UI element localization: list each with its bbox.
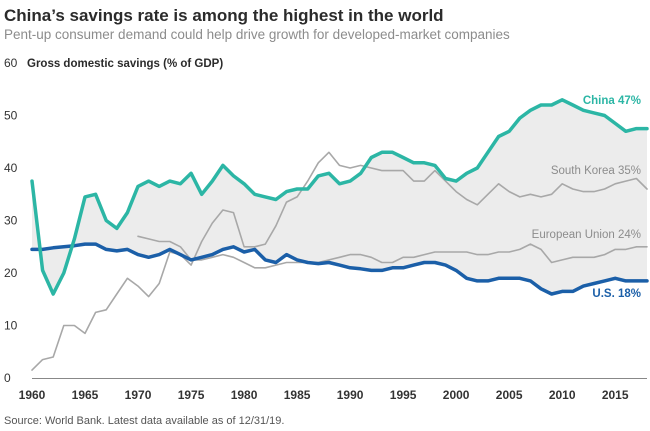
y-tick-label: 30: [4, 214, 18, 228]
series-label-european-union: European Union 24%: [532, 229, 641, 241]
series-line-south-korea: [31, 151, 648, 371]
chart-title: China’s savings rate is among the highes…: [4, 6, 444, 25]
x-tick-label: 2000: [443, 388, 470, 402]
x-tick-label: 1980: [231, 388, 258, 402]
y-tick-label: 0: [4, 371, 11, 385]
y-tick-label: 60: [4, 56, 18, 70]
x-tick-label: 1985: [284, 388, 311, 402]
x-tick-label: 2015: [602, 388, 629, 402]
y-tick-label: 10: [4, 319, 18, 333]
y-tick-label: 20: [4, 266, 18, 280]
y-axis-label: Gross domestic savings (% of GDP): [27, 58, 223, 70]
x-tick-label: 1990: [337, 388, 364, 402]
series-line-china: [30, 98, 649, 296]
x-tick-label: 1995: [390, 388, 417, 402]
x-tick-label: 2005: [496, 388, 523, 402]
series-label-china: China 47%: [583, 95, 641, 107]
series-label-south-korea: South Korea 35%: [551, 165, 641, 177]
x-tick-label: 1970: [125, 388, 152, 402]
series-line-european-union: [137, 235, 648, 269]
china-us-band: [32, 99, 647, 294]
x-tick-label: 1960: [19, 388, 46, 402]
x-tick-label: 1965: [72, 388, 99, 402]
source-note: Source: World Bank. Latest data availabl…: [4, 415, 285, 427]
series-label-u-s: U.S. 18%: [592, 288, 641, 300]
chart-subtitle: Pent-up consumer demand could help drive…: [4, 27, 510, 42]
y-tick-label: 50: [4, 109, 18, 123]
series-line-u-s: [30, 242, 649, 296]
x-tick-label: 1975: [178, 388, 205, 402]
x-tick-label: 2010: [549, 388, 576, 402]
y-tick-label: 40: [4, 161, 18, 175]
